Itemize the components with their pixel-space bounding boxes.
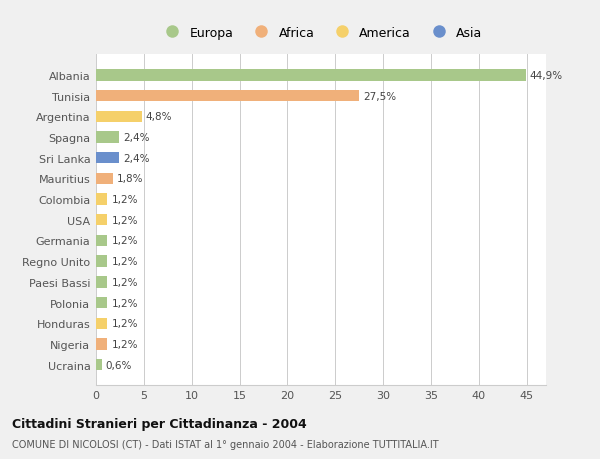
Text: 0,6%: 0,6% — [106, 360, 132, 370]
Bar — [96, 318, 107, 329]
Bar — [96, 91, 359, 102]
Text: 4,8%: 4,8% — [146, 112, 172, 122]
Text: 1,2%: 1,2% — [112, 298, 138, 308]
Bar — [96, 70, 526, 81]
Bar — [96, 235, 107, 246]
Legend: Europa, Africa, America, Asia: Europa, Africa, America, Asia — [155, 22, 487, 45]
Text: Cittadini Stranieri per Cittadinanza - 2004: Cittadini Stranieri per Cittadinanza - 2… — [12, 417, 307, 430]
Bar — [96, 112, 142, 123]
Bar — [96, 339, 107, 350]
Text: 1,2%: 1,2% — [112, 319, 138, 329]
Text: 1,2%: 1,2% — [112, 257, 138, 267]
Bar — [96, 132, 119, 143]
Text: 2,4%: 2,4% — [123, 133, 149, 143]
Text: COMUNE DI NICOLOSI (CT) - Dati ISTAT al 1° gennaio 2004 - Elaborazione TUTTITALI: COMUNE DI NICOLOSI (CT) - Dati ISTAT al … — [12, 440, 439, 449]
Bar — [96, 256, 107, 267]
Text: 27,5%: 27,5% — [363, 91, 396, 101]
Bar — [96, 297, 107, 308]
Bar — [96, 277, 107, 288]
Text: 1,2%: 1,2% — [112, 236, 138, 246]
Bar — [96, 153, 119, 164]
Bar — [96, 359, 102, 370]
Text: 1,2%: 1,2% — [112, 277, 138, 287]
Text: 2,4%: 2,4% — [123, 153, 149, 163]
Text: 1,2%: 1,2% — [112, 339, 138, 349]
Text: 1,8%: 1,8% — [117, 174, 143, 184]
Bar — [96, 194, 107, 205]
Bar — [96, 215, 107, 226]
Bar — [96, 174, 113, 185]
Text: 1,2%: 1,2% — [112, 195, 138, 205]
Text: 1,2%: 1,2% — [112, 215, 138, 225]
Text: 44,9%: 44,9% — [530, 71, 563, 81]
